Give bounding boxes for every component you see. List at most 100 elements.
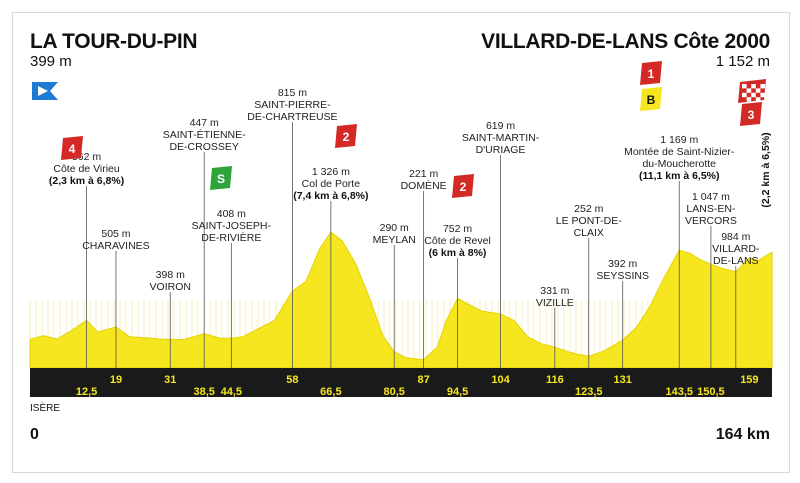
km-mark: 31 bbox=[164, 374, 176, 386]
waypoint-label: CLAIX bbox=[574, 227, 604, 239]
waypoint-label: 1 169 m bbox=[660, 134, 698, 146]
waypoint-label: DE-LANS bbox=[713, 255, 759, 267]
finish-altitude: 1 152 m bbox=[715, 53, 770, 70]
finish-flag-check bbox=[746, 97, 752, 102]
waypoint-label: 1 047 m bbox=[692, 191, 730, 203]
waypoint-label: Col de Porte bbox=[302, 178, 361, 190]
km-mark: 143,5 bbox=[665, 386, 693, 398]
finish-flag-check bbox=[751, 92, 756, 98]
waypoint-label: DE-RIVIÈRE bbox=[201, 231, 261, 244]
finish-flag-check bbox=[760, 84, 765, 89]
climb-category-badge-shape bbox=[640, 61, 662, 85]
km-mark: 150,5 bbox=[697, 386, 725, 398]
waypoint-label: SAINT-PIERRE- bbox=[254, 99, 331, 111]
sprint-badge-text: S bbox=[217, 172, 225, 186]
climb-category-badge: 2 bbox=[335, 124, 357, 148]
finish-town: VILLARD-DE-LANS Côte 2000 bbox=[481, 30, 770, 53]
climb-category-badge-text: 2 bbox=[460, 180, 467, 194]
waypoint-label: 221 m bbox=[409, 168, 438, 180]
climb-category-badge-text: 4 bbox=[69, 142, 76, 156]
km-mark: 44,5 bbox=[221, 386, 242, 398]
distance-band bbox=[30, 368, 772, 397]
climb-category-badge: 4 bbox=[61, 136, 83, 160]
waypoint-label: 331 m bbox=[540, 285, 569, 297]
waypoint-label: LANS-EN- bbox=[686, 203, 736, 215]
sprint-badge-shape bbox=[210, 166, 232, 190]
climb-category-badge-text: 3 bbox=[748, 108, 755, 122]
waypoint-label: 619 m bbox=[486, 120, 515, 132]
waypoint-label: 447 m bbox=[190, 117, 219, 129]
waypoint-label: 984 m bbox=[721, 231, 750, 243]
km-mark: 159 bbox=[740, 374, 758, 386]
km-mark: 80,5 bbox=[384, 386, 405, 398]
elevation-area bbox=[29, 231, 773, 369]
start-altitude: 399 m bbox=[30, 53, 72, 70]
waypoint-label: du-Moucherotte bbox=[642, 158, 716, 170]
waypoint-label: LE PONT-DE- bbox=[556, 215, 622, 227]
climb-info: (2,2 km à 6,5%) bbox=[760, 132, 772, 207]
finish-flag-check bbox=[760, 92, 765, 98]
waypoint-label: DOMÈNE bbox=[401, 179, 447, 192]
climb-category-badge: 1 bbox=[640, 61, 662, 85]
waypoint-label: D'URIAGE bbox=[476, 144, 526, 156]
finish-flag-check bbox=[746, 88, 752, 93]
climb-category-badge-shape bbox=[335, 124, 357, 148]
bonus-badge: B bbox=[640, 87, 662, 111]
climb-info: (11,1 km à 6,5%) bbox=[639, 170, 720, 182]
waypoint-label: 290 m bbox=[380, 222, 409, 234]
waypoint-label: 252 m bbox=[574, 203, 603, 215]
km-mark: 104 bbox=[491, 374, 510, 386]
finish-flag-check bbox=[755, 97, 761, 102]
waypoint-label: 1 326 m bbox=[312, 166, 350, 178]
start-flag-icon bbox=[32, 82, 58, 100]
waypoint-label: VERCORS bbox=[685, 215, 737, 227]
waypoint-label: CHARAVINES bbox=[82, 240, 150, 252]
finish-flag-check bbox=[755, 88, 761, 93]
climb-category-badge-text: 2 bbox=[343, 130, 350, 144]
waypoint-label: Côte de Revel bbox=[424, 235, 491, 247]
bonus-badge-shape bbox=[640, 87, 662, 111]
waypoint-label: 398 m bbox=[156, 269, 185, 281]
sprint-badge: S bbox=[210, 166, 232, 190]
finish-flag-check bbox=[742, 92, 747, 98]
waypoint-label: Côte de Virieu bbox=[53, 163, 120, 175]
climb-category-badge-text: 1 bbox=[648, 67, 655, 81]
waypoint-label: DE-CROSSEY bbox=[169, 141, 238, 153]
waypoint-label: 505 m bbox=[101, 228, 130, 240]
climb-info: (6 km à 8%) bbox=[429, 247, 487, 259]
waypoint-label: SEYSSINS bbox=[596, 270, 649, 282]
waypoint-label: MEYLAN bbox=[373, 234, 416, 246]
waypoint-label: 752 m bbox=[443, 223, 472, 235]
climb-category-badge: 2 bbox=[452, 174, 474, 198]
km-mark: 116 bbox=[546, 374, 564, 386]
waypoint-label: SAINT-JOSEPH- bbox=[192, 220, 272, 232]
climb-info: (2,3 km à 6,8%) bbox=[49, 175, 124, 187]
climb-category-badge-shape bbox=[61, 136, 83, 160]
waypoint-label: SAINT-MARTIN- bbox=[462, 132, 540, 144]
waypoint-label: 408 m bbox=[217, 208, 246, 220]
climb-info: (7,4 km à 6,8%) bbox=[293, 190, 368, 202]
climb-category-badge-shape bbox=[452, 174, 474, 198]
bonus-badge-text: B bbox=[647, 93, 656, 107]
waypoint-label: VILLARD- bbox=[712, 243, 760, 255]
distance-start: 0 bbox=[30, 426, 39, 443]
km-mark: 94,5 bbox=[447, 386, 468, 398]
waypoint-label: DE-CHARTREUSE bbox=[247, 111, 337, 123]
km-mark: 38,5 bbox=[193, 386, 214, 398]
climb-category-badge: 3 bbox=[740, 102, 762, 126]
km-mark: 58 bbox=[286, 374, 298, 386]
km-mark: 12,5 bbox=[76, 386, 97, 398]
km-mark: 131 bbox=[614, 374, 632, 386]
waypoint-label: 392 m bbox=[608, 258, 637, 270]
distance-end: 164 km bbox=[715, 426, 770, 443]
km-mark: 19 bbox=[110, 374, 122, 386]
waypoint-label: VOIRON bbox=[150, 281, 191, 293]
waypoint-label: 815 m bbox=[278, 87, 307, 99]
km-mark: 123,5 bbox=[575, 386, 603, 398]
region-label: ISÈRE bbox=[30, 403, 61, 414]
climb-category-badge-shape bbox=[740, 102, 762, 126]
waypoint-label: SAINT-ÉTIENNE- bbox=[163, 128, 246, 141]
finish-flag-check bbox=[742, 84, 747, 89]
km-mark: 87 bbox=[417, 374, 429, 386]
